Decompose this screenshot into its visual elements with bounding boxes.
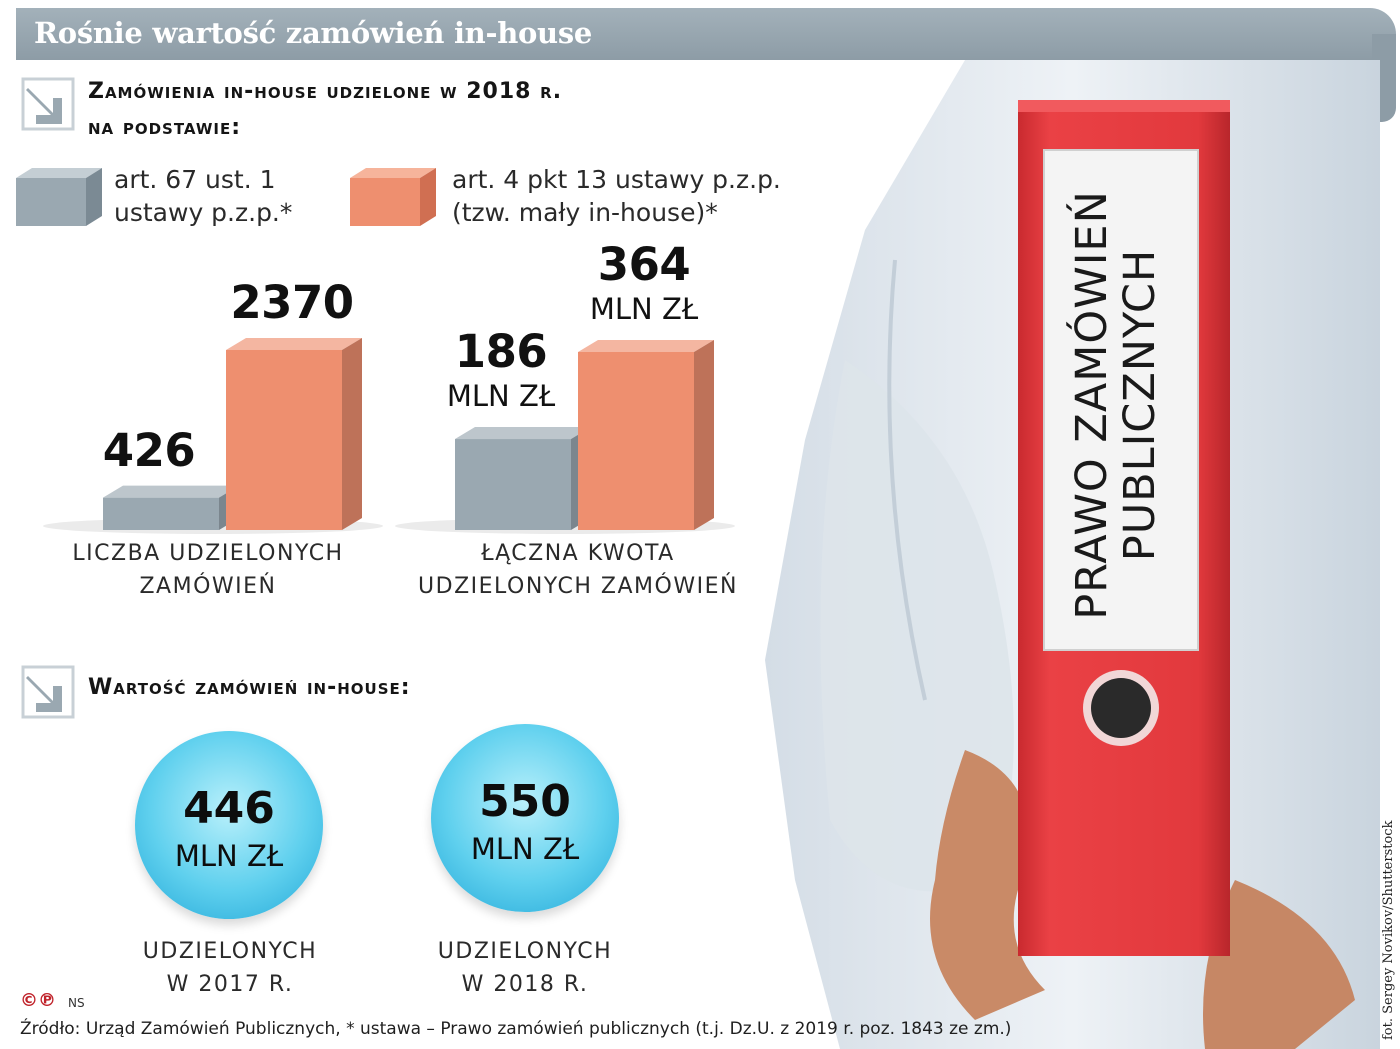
- bar-top-face: [226, 338, 362, 350]
- binder-title-line1: PRAWO ZAMÓWIEŃ: [1067, 190, 1117, 620]
- circle-label-2017: UDZIELONYCH W 2017 R.: [142, 939, 318, 997]
- source-note: Źródło: Urząd Zamówień Publicznych, * us…: [20, 1019, 1012, 1039]
- bar-value-label: 2370: [230, 276, 354, 329]
- bar-front-face: [226, 350, 342, 530]
- binder-title-line2: PUBLICZNYCH: [1115, 248, 1165, 562]
- category-label-count: LICZBA UDZIELONYCH ZAMÓWIEŃ: [72, 541, 344, 599]
- section2-heading: Wartość zamówień in-house:: [88, 675, 411, 700]
- photo-credit: fot. Sergey Novikov/Shutterstock: [1381, 820, 1396, 1040]
- bar-value-label: 364: [597, 238, 691, 291]
- bar-chart: [43, 338, 735, 534]
- circle-label-2018: UDZIELONYCH W 2018 R.: [437, 939, 613, 997]
- legend-orange-label: art. 4 pkt 13 ustawy p.z.p. (tzw. mały i…: [452, 165, 781, 227]
- section1-heading-line2: na podstawie:: [88, 115, 241, 140]
- bar-top-face: [578, 340, 714, 352]
- circle-unit: MLN ZŁ: [470, 832, 580, 866]
- section1-heading-line1: Zamówienia in-house udzielone w 2018 r.: [88, 79, 563, 104]
- bar-unit-label: MLN ZŁ: [446, 379, 556, 414]
- value-circle-2017: 446 MLN ZŁ: [135, 731, 323, 919]
- circle-value: 446: [183, 783, 275, 834]
- bar: [455, 427, 591, 530]
- circle-unit: MLN ZŁ: [174, 839, 284, 873]
- legend-swatch-gray: [16, 168, 102, 226]
- value-circle-2018: 550 MLN ZŁ: [431, 724, 619, 912]
- arrow-down-right-icon: [21, 77, 75, 131]
- legend-gray-label: art. 67 ust. 1 ustawy p.z.p.*: [114, 165, 293, 227]
- bar-side-face: [694, 340, 714, 530]
- bar: [578, 340, 714, 530]
- bar-value-label: 426: [102, 423, 196, 477]
- arrow-down-right-icon: [21, 665, 75, 719]
- circle-value: 550: [479, 776, 571, 827]
- bar-top-face: [455, 427, 591, 440]
- bar-front-face: [455, 439, 571, 530]
- title-bar: Rośnie wartość zamówień in-house: [16, 8, 1396, 122]
- copyright-mark: ©℗: [20, 990, 56, 1011]
- bar-top-face: [103, 485, 239, 498]
- bar-front-face: [103, 497, 219, 530]
- bar: [226, 338, 362, 530]
- bar-front-face: [578, 352, 694, 530]
- bar-value-label: 186: [454, 325, 548, 379]
- category-label-amount: ŁĄCZNA KWOTA UDZIELONYCH ZAMÓWIEŃ: [418, 541, 738, 599]
- bar: [103, 485, 239, 530]
- legend-swatch-orange: [350, 168, 436, 226]
- page-title: Rośnie wartość zamówień in-house: [34, 16, 592, 50]
- photo-binder: [765, 60, 1380, 1049]
- author-initials: NS: [68, 996, 85, 1010]
- bar-side-face: [342, 338, 362, 530]
- bar-unit-label: MLN ZŁ: [589, 292, 699, 326]
